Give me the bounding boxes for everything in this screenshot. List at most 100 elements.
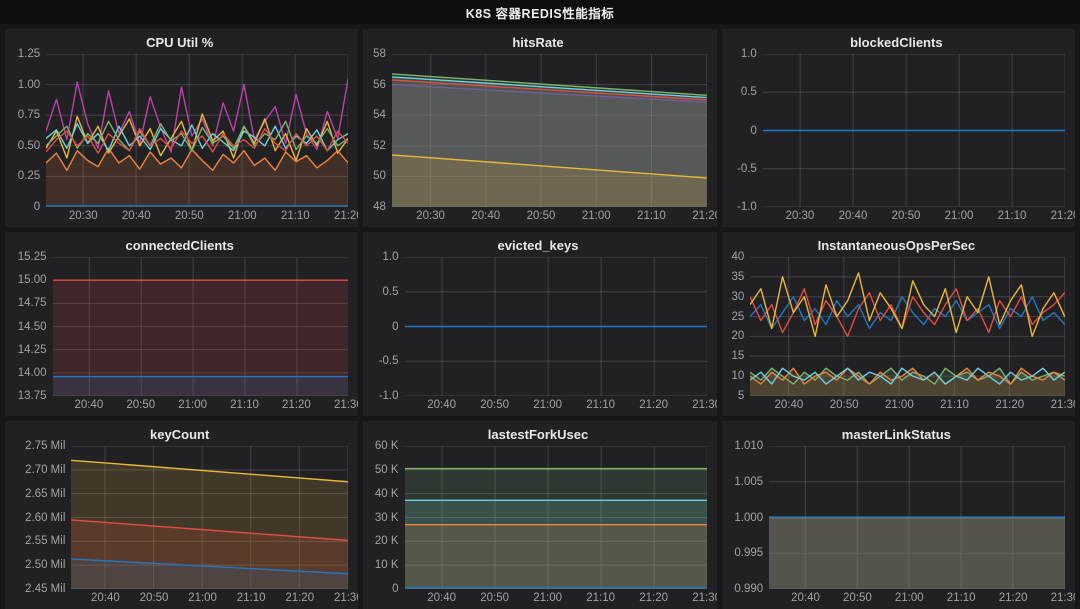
y-tick-label: 58 bbox=[373, 48, 386, 60]
key-count-line-chart[interactable] bbox=[71, 446, 349, 589]
x-tick-label: 21:00 bbox=[884, 399, 914, 411]
hits-rate-line-chart[interactable] bbox=[391, 54, 707, 207]
x-tick-label: 20:40 bbox=[791, 592, 820, 604]
y-tick-label: -0.5 bbox=[737, 162, 757, 175]
y-tick-label: 1.0 bbox=[740, 48, 757, 60]
panel-title-hits-rate[interactable]: hitsRate bbox=[512, 35, 564, 50]
panel-evicted-keys: evicted_keys 1.0 0.5 0 -0.5 -1.0 20:40 20:50 2… bbox=[363, 232, 717, 416]
y-tick-label: 20 K bbox=[374, 535, 399, 548]
x-tick-label: 21:00 bbox=[188, 592, 217, 604]
master-link-status-line-chart[interactable] bbox=[769, 446, 1065, 589]
x-tick-label: 20:40 bbox=[838, 210, 868, 222]
x-tick-label: 21:00 bbox=[533, 399, 563, 411]
evicted-keys-line-chart[interactable] bbox=[405, 257, 707, 396]
panel-title-key-count[interactable]: keyCount bbox=[150, 427, 210, 442]
y-tick-label: 0.50 bbox=[17, 139, 41, 152]
y-tick-label: 50 K bbox=[374, 463, 399, 476]
x-tick-label: 21:10 bbox=[586, 592, 616, 604]
y-tick-label: 2.50 Mil bbox=[25, 559, 66, 572]
x-tick-label: 20:40 bbox=[74, 399, 104, 411]
x-tick-label: 20:50 bbox=[842, 592, 872, 604]
x-tick-label: 21:10 bbox=[230, 399, 259, 411]
x-tick-label: 21:00 bbox=[581, 210, 611, 222]
y-axis: 58 56 54 52 50 48 bbox=[369, 48, 392, 213]
y-tick-label: 1.010 bbox=[734, 440, 764, 452]
y-tick-label: 0.5 bbox=[382, 285, 399, 298]
connected-clients-line-chart[interactable] bbox=[52, 257, 349, 396]
panel-title-lastest-fork-usec[interactable]: lastestForkUsec bbox=[487, 427, 589, 442]
panel-title-master-link-status[interactable]: masterLinkStatus bbox=[841, 427, 951, 442]
x-axis: 20:30 20:40 20:50 21:00 21:10 21:20 bbox=[46, 207, 358, 224]
x-tick-label: 21:20 bbox=[998, 592, 1028, 604]
y-tick-label: 5 bbox=[737, 390, 745, 402]
chart-hits-rate: 58 56 54 52 50 48 20:30 20:40 20:50 21:00 21:10 21… bbox=[369, 48, 717, 225]
y-tick-label: 54 bbox=[373, 109, 386, 122]
y-tick-label: 25 bbox=[731, 310, 745, 323]
y-axis: 1.0 0.5 0 -0.5 -1.0 bbox=[728, 48, 763, 213]
y-axis: 15.25 15.00 14.75 14.50 14.25 14.00 13.75 bbox=[11, 251, 53, 402]
y-axis: 1.010 1.005 1.000 0.995 0.990 bbox=[728, 440, 770, 595]
y-tick-label: 15.25 bbox=[17, 251, 47, 263]
lastest-fork-usec-line-chart[interactable] bbox=[404, 446, 707, 589]
x-tick-label: 20:30 bbox=[68, 210, 98, 222]
x-tick-label: 20:50 bbox=[526, 210, 556, 222]
chart-blocked-clients: 1.0 0.5 0 -0.5 -1.0 20:30 20:40 20:50 21:00 21:1… bbox=[728, 48, 1075, 225]
y-tick-label: 0.25 bbox=[17, 170, 41, 183]
cpu-util-line-chart[interactable] bbox=[46, 54, 349, 207]
x-axis: 20:40 20:50 21:00 21:10 21:20 21:30 bbox=[53, 396, 358, 413]
x-axis: 20:40 20:50 21:00 21:10 21:20 21:30 bbox=[750, 396, 1076, 413]
y-tick-label: 2.70 Mil bbox=[25, 463, 66, 476]
y-tick-label: -0.5 bbox=[378, 355, 399, 368]
y-axis: 60 K 50 K 40 K 30 K 20 K 10 K 0 bbox=[369, 440, 404, 595]
x-tick-label: 21:10 bbox=[940, 399, 969, 411]
y-tick-label: 14.75 bbox=[17, 297, 47, 310]
y-tick-label: -1.0 bbox=[737, 201, 757, 213]
panel-title-blocked-clients[interactable]: blockedClients bbox=[850, 35, 943, 50]
x-tick-label: 20:30 bbox=[785, 210, 815, 222]
x-tick-label: 20:40 bbox=[427, 592, 456, 604]
instantaneous-ops-line-chart[interactable] bbox=[750, 257, 1065, 396]
panel-title-connected-clients[interactable]: connectedClients bbox=[125, 238, 234, 253]
x-tick-label: 21:30 bbox=[1050, 399, 1075, 411]
x-tick-label: 21:20 bbox=[282, 399, 311, 411]
y-tick-label: 1.25 bbox=[17, 48, 41, 60]
x-tick-label: 21:20 bbox=[333, 210, 358, 222]
x-axis: 20:40 20:50 21:00 21:10 21:20 21:30 bbox=[405, 396, 716, 413]
y-tick-label: 52 bbox=[373, 139, 386, 152]
y-tick-label: 50 bbox=[373, 170, 386, 183]
y-tick-label: 15.00 bbox=[17, 274, 47, 287]
x-tick-label: 21:30 bbox=[692, 592, 716, 604]
y-tick-label: 14.00 bbox=[17, 366, 47, 379]
panel-title-cpu-util[interactable]: CPU Util % bbox=[146, 35, 214, 50]
panel-blocked-clients: blockedClients 1.0 0.5 0 -0.5 -1.0 20:30 20:4… bbox=[721, 29, 1075, 227]
y-tick-label: 0.995 bbox=[734, 547, 764, 560]
y-tick-label: 60 K bbox=[374, 440, 399, 452]
x-tick-label: 20:50 bbox=[829, 399, 859, 411]
y-tick-label: 56 bbox=[373, 78, 386, 91]
y-axis: 40 35 30 25 20 15 10 5 bbox=[728, 251, 751, 402]
x-axis: 20:30 20:40 20:50 21:00 21:10 21:20 bbox=[392, 207, 716, 224]
x-axis: 20:30 20:40 20:50 21:00 21:10 21:20 bbox=[763, 207, 1075, 224]
y-tick-label: -1.0 bbox=[378, 390, 399, 402]
dashboard-header: K8S 容器REDIS性能指标 bbox=[0, 0, 1080, 24]
y-tick-label: 0.5 bbox=[740, 86, 757, 99]
x-tick-label: 21:20 bbox=[692, 210, 716, 222]
y-axis: 1.25 1.00 0.75 0.50 0.25 0 bbox=[11, 48, 46, 213]
x-tick-label: 21:20 bbox=[285, 592, 315, 604]
y-tick-label: 20 bbox=[731, 330, 745, 343]
y-tick-label: 10 K bbox=[374, 559, 399, 572]
x-tick-label: 21:30 bbox=[1050, 592, 1075, 604]
x-tick-label: 21:00 bbox=[944, 210, 974, 222]
y-tick-label: 0 bbox=[392, 320, 399, 333]
y-tick-label: 14.50 bbox=[17, 320, 47, 333]
chart-evicted-keys: 1.0 0.5 0 -0.5 -1.0 20:40 20:50 21:00 21:10 21:2… bbox=[369, 251, 717, 414]
panel-title-instantaneous-ops[interactable]: InstantaneousOpsPerSec bbox=[817, 238, 976, 253]
x-tick-label: 21:30 bbox=[333, 399, 358, 411]
x-tick-label: 21:20 bbox=[995, 399, 1025, 411]
blocked-clients-line-chart[interactable] bbox=[763, 54, 1065, 207]
panel-title-evicted-keys[interactable]: evicted_keys bbox=[497, 238, 579, 253]
chart-master-link-status: 1.010 1.005 1.000 0.995 0.990 20:40 20:50 21:0… bbox=[728, 440, 1075, 607]
x-tick-label: 20:40 bbox=[427, 399, 456, 411]
x-axis: 20:40 20:50 21:00 21:10 21:20 21:30 bbox=[405, 589, 716, 606]
y-tick-label: 48 bbox=[373, 201, 386, 213]
